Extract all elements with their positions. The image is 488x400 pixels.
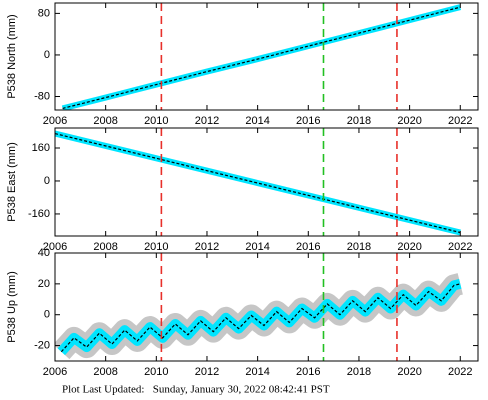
x-tick-label: 2022 (448, 115, 472, 127)
x-tick-label: 2012 (195, 366, 219, 378)
y-tick-label: -80 (34, 90, 50, 102)
x-tick-label: 2012 (195, 115, 219, 127)
x-tick-label: 2016 (296, 366, 320, 378)
y-axis-label: P538 North (mm) (6, 14, 18, 98)
x-tick-label: 2014 (245, 241, 269, 253)
x-tick-label: 2006 (43, 241, 67, 253)
y-tick-label: -20 (34, 339, 50, 351)
y-tick-label: 40 (38, 247, 50, 259)
x-tick-label: 2018 (347, 115, 371, 127)
y-tick-label: 80 (38, 7, 50, 19)
x-tick-label: 2016 (296, 115, 320, 127)
y-tick-label: 0 (44, 49, 50, 61)
x-tick-label: 2008 (93, 366, 117, 378)
x-tick-label: 2014 (245, 115, 269, 127)
x-tick-label: 2018 (347, 241, 371, 253)
x-tick-label: 2008 (93, 241, 117, 253)
y-axis-label: P538 Up (mm) (6, 271, 18, 343)
y-tick-label: 20 (38, 278, 50, 290)
model-line (60, 283, 461, 353)
x-tick-label: 2022 (448, 366, 472, 378)
x-tick-label: 2010 (144, 241, 168, 253)
y-tick-label: 0 (44, 175, 50, 187)
x-tick-label: 2010 (144, 366, 168, 378)
x-tick-label: 2016 (296, 241, 320, 253)
x-tick-label: 2006 (43, 366, 67, 378)
plot-frame (54, 127, 479, 237)
y-tick-label: -160 (28, 208, 50, 220)
y-tick-label: 160 (32, 142, 50, 154)
x-tick-label: 2006 (43, 115, 67, 127)
plot-frame (54, 252, 479, 362)
x-tick-label: 2020 (397, 115, 421, 127)
x-tick-label: 2018 (347, 366, 371, 378)
x-tick-label: 2020 (397, 366, 421, 378)
y-axis-label: P538 East (mm) (6, 142, 18, 221)
model-line (55, 132, 461, 234)
x-tick-label: 2020 (397, 241, 421, 253)
x-tick-label: 2022 (448, 241, 472, 253)
footer: Plot Last Updated: Sunday, January 30, 2… (62, 384, 330, 396)
x-tick-label: 2010 (144, 115, 168, 127)
x-tick-label: 2014 (245, 366, 269, 378)
model-line (62, 6, 461, 110)
x-tick-label: 2012 (195, 241, 219, 253)
x-tick-label: 2008 (93, 115, 117, 127)
plot-frame (54, 2, 479, 111)
y-tick-label: 0 (44, 309, 50, 321)
